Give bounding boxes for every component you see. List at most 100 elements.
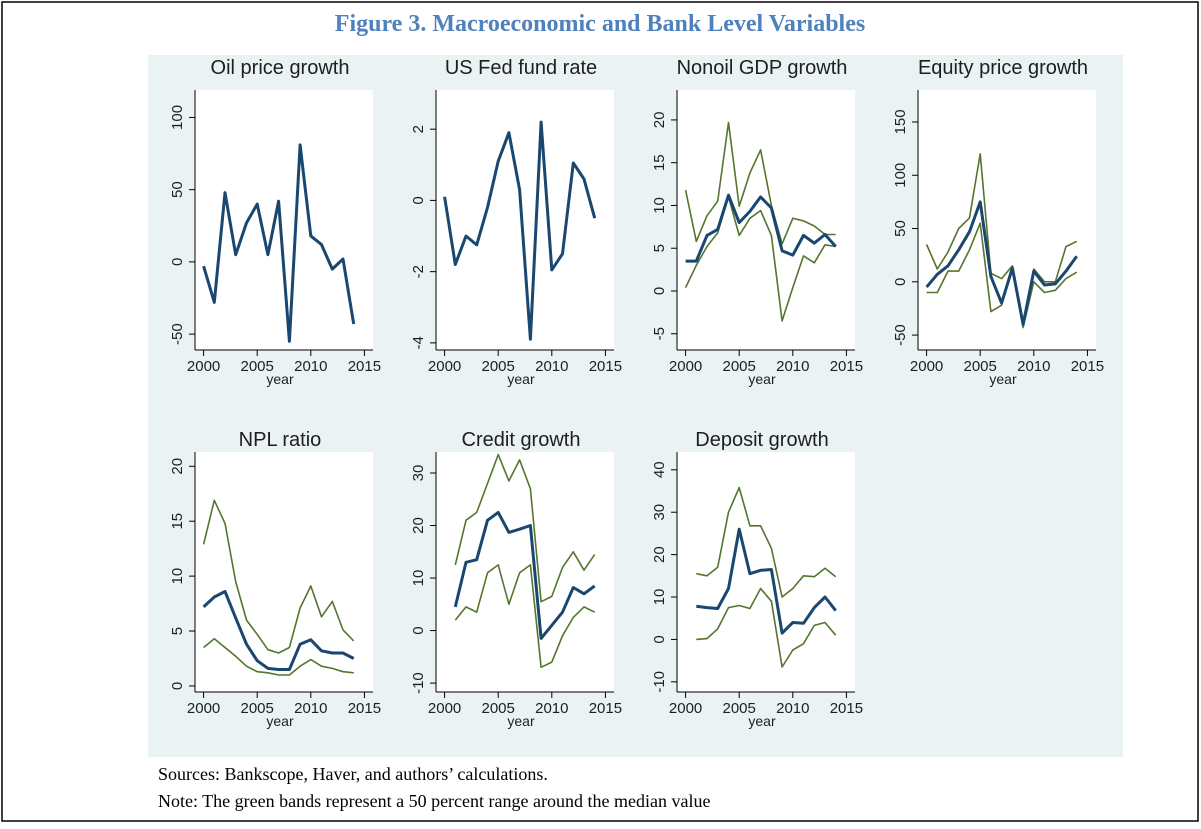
y-tick-label: 0: [169, 258, 186, 266]
panel-title: Equity price growth: [918, 57, 1088, 79]
series-line: [202, 590, 355, 671]
x-tick-label: 2015: [830, 358, 863, 375]
x-axis-label: year: [507, 371, 535, 387]
x-tick-label: 2010: [1017, 358, 1050, 375]
y-tick-label: -2: [410, 265, 427, 278]
series-line: [925, 153, 1078, 326]
panel: Deposit growth -10 0 10 20 30 40 2000 2005 2010 20…: [651, 429, 863, 729]
y-tick-label: 0: [410, 626, 427, 634]
plot-area: [436, 452, 614, 692]
y-tick-label: 10: [651, 197, 668, 214]
y-tick-label: 40: [651, 461, 668, 478]
y-tick-label: 30: [651, 504, 668, 521]
y-tick-label: 15: [169, 513, 186, 530]
x-tick-label: 2005: [723, 358, 756, 375]
panel: US Fed fund rate -4 -2 0 2 2000 2005 2010 2015 ye…: [410, 57, 622, 387]
y-tick-label: 5: [169, 627, 186, 635]
y-tick-label: 0: [892, 278, 909, 286]
panel: Credit growth -10 0 10 20 30 2000 2005 2010 2015 y…: [410, 429, 622, 729]
panel: Equity price growth -50 0 50 100 150 2000 2005 2…: [892, 57, 1104, 387]
x-axis-label: year: [266, 713, 294, 729]
y-tick-label: 10: [410, 570, 427, 587]
panel-title: US Fed fund rate: [445, 57, 597, 79]
y-tick-label: 100: [169, 105, 186, 130]
y-tick-label: 10: [651, 589, 668, 606]
series-line: [443, 120, 597, 341]
x-tick-label: 2000: [428, 700, 461, 717]
x-tick-label: 2015: [589, 358, 622, 375]
x-tick-label: 2015: [589, 700, 622, 717]
series-line: [203, 637, 354, 676]
x-tick-label: 2010: [776, 358, 809, 375]
y-tick-label: 50: [892, 220, 909, 237]
x-tick-label: 2015: [830, 700, 863, 717]
y-tick-label: -10: [410, 672, 427, 694]
sources: Sources: Bankscope, Haver, and authors’ …: [158, 764, 548, 784]
series-line: [454, 453, 596, 603]
y-tick-label: 50: [169, 181, 186, 198]
x-tick-label: 2000: [910, 358, 943, 375]
panel: Oil price growth -50 0 50 100 2000 2005 2010 201…: [169, 57, 381, 387]
x-tick-label: 2005: [241, 358, 274, 375]
x-tick-label: 2005: [964, 358, 997, 375]
series-line: [202, 143, 356, 343]
x-tick-label: 2000: [669, 358, 702, 375]
series-line: [453, 510, 596, 640]
series-line: [696, 587, 837, 668]
panel-title: Oil price growth: [211, 57, 350, 79]
x-tick-label: 2015: [1071, 358, 1104, 375]
x-tick-label: 2010: [294, 358, 327, 375]
x-tick-label: 2005: [241, 700, 274, 717]
y-tick-label: -10: [651, 671, 668, 693]
y-tick-label: 20: [651, 112, 668, 129]
x-axis-label: year: [507, 713, 535, 729]
x-tick-label: 2010: [294, 700, 327, 717]
series-line: [696, 486, 837, 598]
y-tick-label: -50: [169, 323, 186, 345]
x-tick-label: 2015: [348, 700, 381, 717]
y-tick-label: 0: [169, 682, 186, 690]
y-tick-label: 10: [169, 568, 186, 585]
y-tick-label: 15: [651, 154, 668, 171]
x-tick-label: 2000: [187, 358, 220, 375]
y-tick-label: 0: [410, 196, 427, 204]
series-line: [202, 499, 355, 654]
series-line: [684, 121, 836, 245]
panel: Nonoil GDP growth -5 0 5 10 15 20 2000 2005 2010 2…: [651, 57, 863, 387]
y-tick-label: 5: [651, 244, 668, 252]
y-tick-label: 0: [651, 635, 668, 643]
series-line: [926, 222, 1078, 329]
x-tick-label: 2000: [187, 700, 220, 717]
series-line: [685, 193, 837, 263]
panel-title: Nonoil GDP growth: [677, 57, 848, 79]
x-axis-label: year: [266, 371, 294, 387]
plot-area: [677, 90, 855, 350]
x-tick-label: 2005: [482, 358, 515, 375]
y-tick-label: -50: [892, 324, 909, 346]
series-line: [454, 564, 596, 669]
plot-area: [918, 90, 1096, 350]
note: Note: The green bands represent a 50 per…: [158, 791, 710, 811]
x-axis-label: year: [989, 371, 1017, 387]
x-tick-label: 2000: [669, 700, 702, 717]
y-tick-label: -4: [410, 336, 427, 349]
y-tick-label: 20: [169, 458, 186, 475]
x-tick-label: 2015: [348, 358, 381, 375]
series-line: [925, 200, 1078, 326]
x-tick-label: 2005: [482, 700, 515, 717]
x-axis-label: year: [748, 371, 776, 387]
x-tick-label: 2010: [776, 700, 809, 717]
x-tick-label: 2010: [535, 358, 568, 375]
y-tick-label: 100: [892, 163, 909, 188]
x-tick-label: 2010: [535, 700, 568, 717]
panel-title: NPL ratio: [239, 429, 322, 451]
panel: NPL ratio 0 5 10 15 20 2000 2005 2010 2015 year: [169, 429, 381, 729]
series-line: [684, 196, 836, 322]
x-axis-label: year: [748, 713, 776, 729]
plot-area: [677, 452, 855, 692]
y-tick-label: 20: [651, 546, 668, 563]
panel-title: Credit growth: [462, 429, 581, 451]
x-tick-label: 2000: [428, 358, 461, 375]
